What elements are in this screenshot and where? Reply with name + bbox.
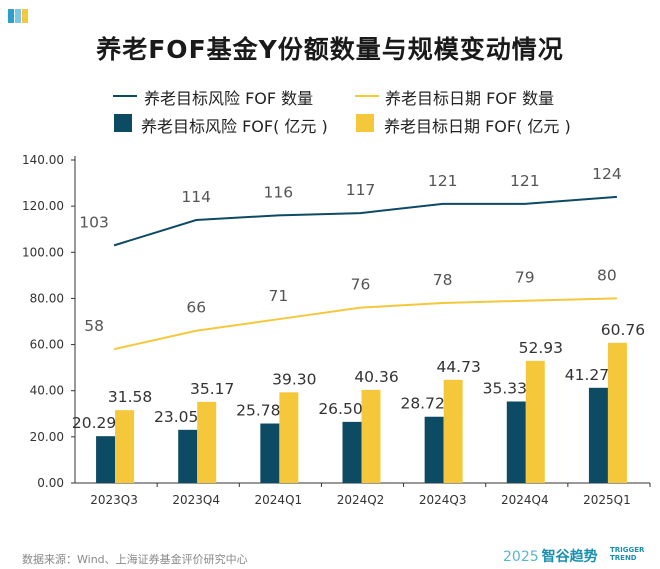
line-label-risk-count: 121 bbox=[510, 172, 540, 190]
brand-year: 2025 bbox=[503, 549, 539, 565]
legend-swatch-date-size bbox=[356, 114, 374, 132]
legend-date-count: 养老目标日期 FOF 数量 bbox=[385, 89, 555, 108]
line-label-date-count: 76 bbox=[351, 276, 371, 294]
chart-title: 养老FOF基金Y份额数量与规模变动情况 bbox=[96, 35, 564, 64]
line-label-risk-count: 124 bbox=[592, 165, 622, 183]
y-tick-label: 40.00 bbox=[30, 384, 64, 398]
bar-risk-size bbox=[506, 401, 526, 483]
bar-risk-size bbox=[588, 387, 608, 483]
bar-label-risk-size: 28.72 bbox=[400, 395, 444, 413]
y-tick-label: 0.00 bbox=[37, 476, 64, 490]
y-tick-label: 20.00 bbox=[30, 430, 64, 444]
bar-risk-size bbox=[342, 421, 362, 483]
brand-english: TRIGGER TREND bbox=[610, 546, 644, 562]
line-label-date-count: 58 bbox=[84, 317, 104, 335]
bar-label-date-size: 52.93 bbox=[519, 339, 563, 357]
bar-label-date-size: 39.30 bbox=[272, 370, 316, 388]
corner-logo-mark bbox=[8, 8, 34, 23]
bar-label-risk-size: 41.27 bbox=[565, 366, 609, 384]
data-source-note: 数据来源：Wind、上海证券基金评价研究中心 bbox=[22, 553, 248, 566]
bar-date-size bbox=[361, 389, 381, 483]
y-tick-label: 120.00 bbox=[22, 199, 64, 213]
bar-label-date-size: 60.76 bbox=[601, 321, 645, 339]
bar-label-risk-size: 23.05 bbox=[154, 408, 198, 426]
line-label-date-count: 71 bbox=[268, 287, 288, 305]
legend-swatch-date-count bbox=[355, 95, 379, 97]
x-tick-label: 2024Q4 bbox=[501, 493, 549, 507]
brand-name: 智谷趋势 bbox=[541, 549, 598, 565]
bar-label-risk-size: 35.33 bbox=[483, 379, 527, 397]
bar-risk-size bbox=[424, 416, 444, 483]
bar-date-size bbox=[607, 342, 627, 483]
x-tick-label: 2024Q2 bbox=[337, 493, 385, 507]
bar-label-risk-size: 20.29 bbox=[72, 414, 116, 432]
y-tick-label: 100.00 bbox=[22, 245, 64, 259]
bar-date-size bbox=[525, 360, 545, 483]
bar-risk-size bbox=[96, 436, 116, 483]
line-label-date-count: 78 bbox=[433, 271, 453, 289]
bar-label-date-size: 44.73 bbox=[436, 358, 480, 376]
legend-swatch-risk-size bbox=[114, 114, 132, 132]
legend-risk-count: 养老目标风险 FOF 数量 bbox=[144, 89, 314, 108]
bar-date-size bbox=[279, 392, 299, 483]
corner-bar-2 bbox=[15, 9, 21, 23]
bar-risk-size bbox=[178, 429, 198, 483]
bar-label-date-size: 35.17 bbox=[190, 380, 234, 398]
bar-risk-size bbox=[260, 423, 280, 483]
bar-date-size bbox=[197, 401, 217, 483]
x-tick-label: 2024Q3 bbox=[419, 493, 467, 507]
line-label-risk-count: 103 bbox=[79, 213, 109, 231]
brand-en-line-1: TRIGGER bbox=[610, 546, 645, 554]
y-tick-label: 140.00 bbox=[22, 153, 64, 167]
bar-label-date-size: 40.36 bbox=[354, 368, 398, 386]
x-tick-label: 2024Q1 bbox=[255, 493, 303, 507]
bar-date-size bbox=[443, 379, 463, 483]
line-label-date-count: 80 bbox=[597, 266, 617, 284]
brand-logo: 2025 智谷趋势 bbox=[503, 546, 598, 566]
y-tick-label: 80.00 bbox=[30, 291, 64, 305]
bar-date-size bbox=[115, 410, 135, 483]
line-label-risk-count: 121 bbox=[428, 172, 458, 190]
line-label-risk-count: 117 bbox=[346, 181, 376, 199]
x-tick-label: 2023Q4 bbox=[172, 493, 220, 507]
line-date-count bbox=[113, 297, 617, 351]
x-tick-label: 2023Q3 bbox=[90, 493, 138, 507]
line-label-risk-count: 114 bbox=[181, 188, 211, 206]
bar-label-risk-size: 26.50 bbox=[318, 400, 362, 418]
y-tick-label: 60.00 bbox=[30, 338, 64, 352]
line-label-risk-count: 116 bbox=[264, 183, 294, 201]
bar-label-risk-size: 25.78 bbox=[236, 402, 280, 420]
legend-swatch-risk-count bbox=[113, 95, 137, 97]
legend-date-size: 养老目标日期 FOF( 亿元 ) bbox=[384, 117, 571, 136]
corner-bar-1 bbox=[8, 9, 14, 23]
legend-risk-size: 养老目标风险 FOF( 亿元 ) bbox=[141, 117, 328, 136]
line-risk-count bbox=[113, 195, 618, 247]
line-label-date-count: 66 bbox=[186, 299, 206, 317]
x-tick-label: 2025Q1 bbox=[583, 493, 631, 507]
brand-en-line-2: TREND bbox=[610, 554, 637, 562]
bar-label-date-size: 31.58 bbox=[108, 388, 152, 406]
line-label-date-count: 79 bbox=[515, 269, 535, 287]
corner-bar-3 bbox=[22, 9, 28, 23]
